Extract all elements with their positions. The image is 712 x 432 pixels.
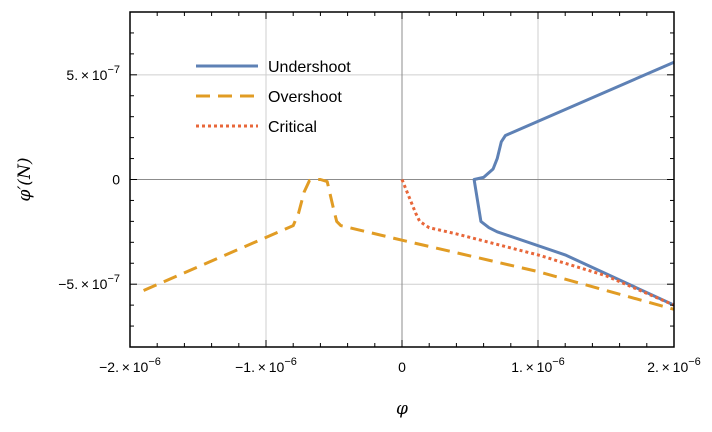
y-tick-labels: 5. × 10−7 0 −5. × 10−7 <box>58 64 120 292</box>
x-tick-labels: −2. × 10−6 −1. × 10−6 0 1. × 10−6 2. × 10−6 <box>99 356 701 375</box>
legend: Undershoot Overshoot Critical <box>196 59 351 136</box>
y-tick-label-2: −5. × 10−7 <box>58 273 120 292</box>
series-lines <box>143 60 675 311</box>
y-axis-title: φ′(N) <box>15 158 35 202</box>
x-tick-label-0: −2. × 10−6 <box>99 356 161 375</box>
x-tick-label-4: 2. × 10−6 <box>647 356 701 375</box>
y-tick-label-1: 0 <box>112 172 120 188</box>
tick-marks <box>129 11 675 348</box>
legend-label-critical: Critical <box>268 119 317 136</box>
legend-label-undershoot: Undershoot <box>268 59 351 76</box>
series-line-overshoot <box>143 178 675 311</box>
x-tick-label-2: 0 <box>398 359 406 375</box>
x-tick-label-3: 1. × 10−6 <box>511 356 565 375</box>
series-line-critical <box>400 178 675 307</box>
series-line-undershoot <box>472 60 675 307</box>
x-tick-label-1: −1. × 10−6 <box>235 356 297 375</box>
y-tick-label-0: 5. × 10−7 <box>66 64 120 83</box>
x-axis-title: φ <box>396 399 408 419</box>
legend-label-overshoot: Overshoot <box>268 89 342 106</box>
